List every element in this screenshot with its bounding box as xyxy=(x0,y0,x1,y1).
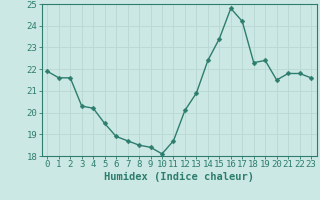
X-axis label: Humidex (Indice chaleur): Humidex (Indice chaleur) xyxy=(104,172,254,182)
